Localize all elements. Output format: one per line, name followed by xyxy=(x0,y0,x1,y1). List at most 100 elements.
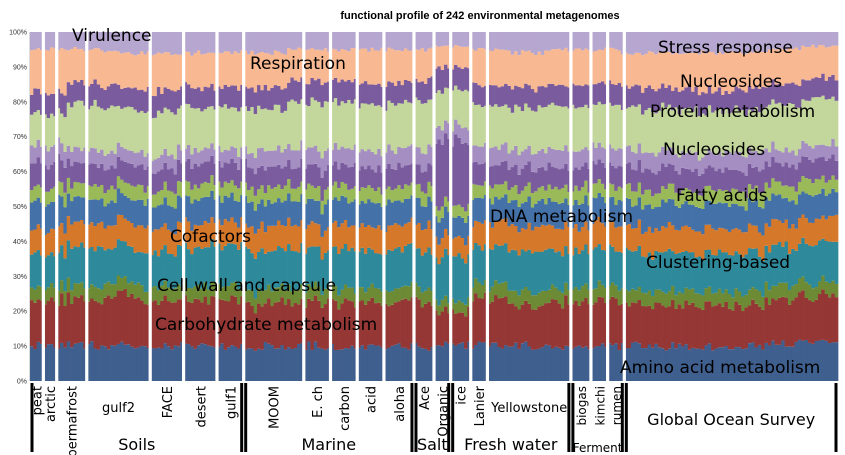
bar-segment xyxy=(824,145,829,161)
bar-segment xyxy=(791,224,795,249)
bar-segment xyxy=(747,343,752,381)
bar-segment xyxy=(427,181,432,197)
bar-segment xyxy=(530,89,535,111)
bar-segment xyxy=(383,232,388,255)
bar-segment xyxy=(524,202,528,230)
bar-segment xyxy=(580,86,585,108)
bar-segment xyxy=(641,348,645,381)
bar-segment xyxy=(317,151,321,168)
bar-segment xyxy=(420,81,425,104)
bar-segment xyxy=(160,190,164,205)
bar-segment xyxy=(787,201,792,229)
bar-segment xyxy=(794,191,799,205)
bar-segment xyxy=(614,150,618,169)
bar-segment xyxy=(357,251,361,288)
bar-segment xyxy=(216,243,221,284)
bar-segment xyxy=(504,142,508,162)
bar-segment xyxy=(403,147,408,166)
bar-segment xyxy=(66,177,71,194)
bar-segment xyxy=(363,292,368,305)
bar-segment xyxy=(76,162,81,183)
bar-segment xyxy=(390,225,395,251)
bar-segment xyxy=(444,248,448,296)
bar-segment xyxy=(490,85,495,107)
bar-segment xyxy=(554,287,558,300)
bar-segment xyxy=(564,345,568,381)
bar-segment xyxy=(474,145,478,162)
bar-segment xyxy=(100,198,104,222)
bar-segment xyxy=(163,223,168,246)
bar-segment xyxy=(347,227,351,252)
bar-segment xyxy=(357,347,361,381)
bar-segment xyxy=(186,344,191,381)
bar-segment xyxy=(393,50,398,86)
bar-segment xyxy=(407,243,411,287)
bar-segment xyxy=(691,192,695,205)
bar-segment xyxy=(584,84,588,105)
bar-segment xyxy=(450,238,455,257)
bar-segment xyxy=(347,251,351,288)
bar-segment xyxy=(751,189,755,203)
bar-segment xyxy=(277,164,281,185)
bar-segment xyxy=(524,286,528,301)
bar-segment xyxy=(607,183,612,198)
bar-segment xyxy=(390,202,395,226)
bar-segment xyxy=(477,341,482,381)
bar-segment xyxy=(627,291,632,307)
bar-segment xyxy=(170,55,174,91)
bar-segment xyxy=(50,47,54,94)
bar-segment xyxy=(827,343,832,381)
bar-segment xyxy=(777,282,782,298)
bar-segment xyxy=(751,111,755,152)
bar-segment xyxy=(694,293,699,308)
bar-segment xyxy=(597,82,602,102)
bar-segment xyxy=(577,151,582,170)
bar-segment xyxy=(644,205,649,232)
bar-segment xyxy=(243,182,248,196)
bar-segment xyxy=(387,47,391,82)
bar-segment xyxy=(156,110,161,158)
bar-segment xyxy=(524,149,528,165)
bar-segment xyxy=(363,151,368,170)
bar-segment xyxy=(136,54,141,91)
bar-segment xyxy=(520,168,525,191)
bar-segment xyxy=(781,282,785,297)
bar-segment xyxy=(193,199,198,225)
bar-segment xyxy=(173,302,178,346)
bar-segment xyxy=(741,349,745,381)
bar-segment xyxy=(196,152,201,167)
bar-segment xyxy=(677,230,682,253)
bar-segment xyxy=(400,202,405,227)
bar-segment xyxy=(751,248,755,288)
bar-segment xyxy=(474,105,478,146)
bar-segment xyxy=(60,280,64,294)
bar-segment xyxy=(701,234,705,261)
bar-segment xyxy=(390,48,395,83)
bar-segment xyxy=(744,307,749,349)
bar-segment xyxy=(190,203,194,231)
bar-segment xyxy=(794,84,799,108)
bar-segment xyxy=(130,200,134,224)
bar-segment xyxy=(123,182,128,196)
bar-segment xyxy=(340,32,345,50)
bar-segment xyxy=(357,32,361,50)
bar-segment xyxy=(337,253,341,296)
bar-segment xyxy=(814,158,819,179)
bar-segment xyxy=(731,310,735,350)
bar-segment xyxy=(454,85,458,120)
bar-segment xyxy=(624,184,628,198)
bar-segment xyxy=(50,283,54,298)
bar-segment xyxy=(564,184,568,199)
bar-segment xyxy=(333,49,338,78)
bar-segment xyxy=(387,32,391,48)
bar-segment xyxy=(761,261,765,297)
bar-segment xyxy=(831,241,836,281)
bar-segment xyxy=(63,95,68,118)
bar-segment xyxy=(457,124,462,138)
bar-segment xyxy=(36,341,41,381)
bar-segment xyxy=(397,288,401,302)
bar-segment xyxy=(737,32,742,52)
bar-segment xyxy=(280,89,285,113)
bar-segment xyxy=(741,53,745,91)
bar-segment xyxy=(774,32,779,50)
